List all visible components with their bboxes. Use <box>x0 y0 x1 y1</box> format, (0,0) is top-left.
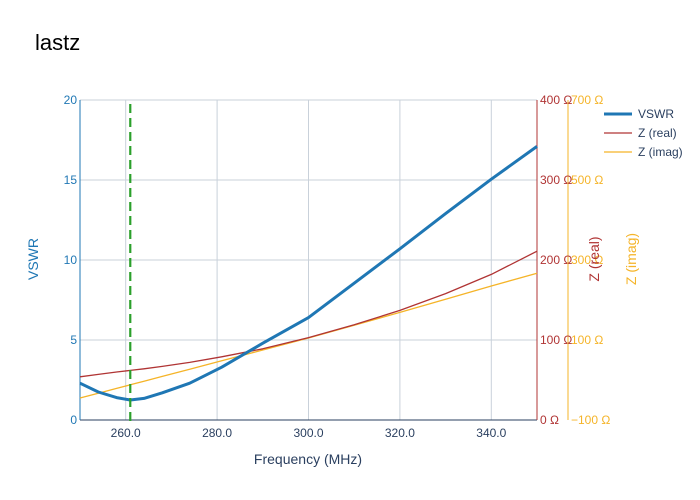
y-axis-title-z-real: Z (real) <box>586 236 602 281</box>
series-line-z-imag <box>79 272 538 399</box>
legend-label: Z (real) <box>638 126 677 140</box>
y1-tick-label: 10 <box>64 253 78 267</box>
legend-label: Z (imag) <box>638 145 683 159</box>
y2-tick-label: 100 Ω <box>540 333 572 347</box>
x-tick-label: 300.0 <box>293 426 323 440</box>
legend-item[interactable]: Z (imag) <box>604 145 683 159</box>
y2-tick-label: 300 Ω <box>540 173 572 187</box>
y-axis-title-vswr: VSWR <box>25 238 41 280</box>
legend[interactable]: VSWR Z (real) Z (imag) <box>604 107 683 159</box>
y2-tick-label: 200 Ω <box>540 253 572 267</box>
chart-title: lastz <box>35 30 80 55</box>
y3-tick-label: −100 Ω <box>571 413 610 427</box>
y2-tick-label: 400 Ω <box>540 93 572 107</box>
y1-tick-label: 0 <box>70 413 77 427</box>
x-tick-label: 340.0 <box>476 426 506 440</box>
y1-tick-label: 20 <box>64 93 78 107</box>
plot-area <box>79 104 538 422</box>
legend-item[interactable]: VSWR <box>604 107 674 121</box>
x-tick-label: 320.0 <box>385 426 415 440</box>
y-axis-lines <box>79 100 569 420</box>
series-line-vswr <box>79 145 538 402</box>
y3-tick-label: 500 Ω <box>571 173 603 187</box>
y3-tick-label: 700 Ω <box>571 93 603 107</box>
y2-tick-label: 0 Ω <box>540 413 559 427</box>
series-line-z-real <box>79 250 538 378</box>
legend-label: VSWR <box>638 107 674 121</box>
grid <box>80 99 537 421</box>
y3-tick-label: 300 Ω <box>571 253 603 267</box>
legend-item[interactable]: Z (real) <box>604 126 677 140</box>
y1-tick-label: 15 <box>64 173 78 187</box>
x-axis-title: Frequency (MHz) <box>254 451 362 467</box>
y1-tick-label: 5 <box>70 333 77 347</box>
x-tick-label: 280.0 <box>202 426 232 440</box>
y-axis-title-z-imag: Z (imag) <box>623 233 639 285</box>
x-tick-label: 260.0 <box>111 426 141 440</box>
y3-tick-label: 100 Ω <box>571 333 603 347</box>
